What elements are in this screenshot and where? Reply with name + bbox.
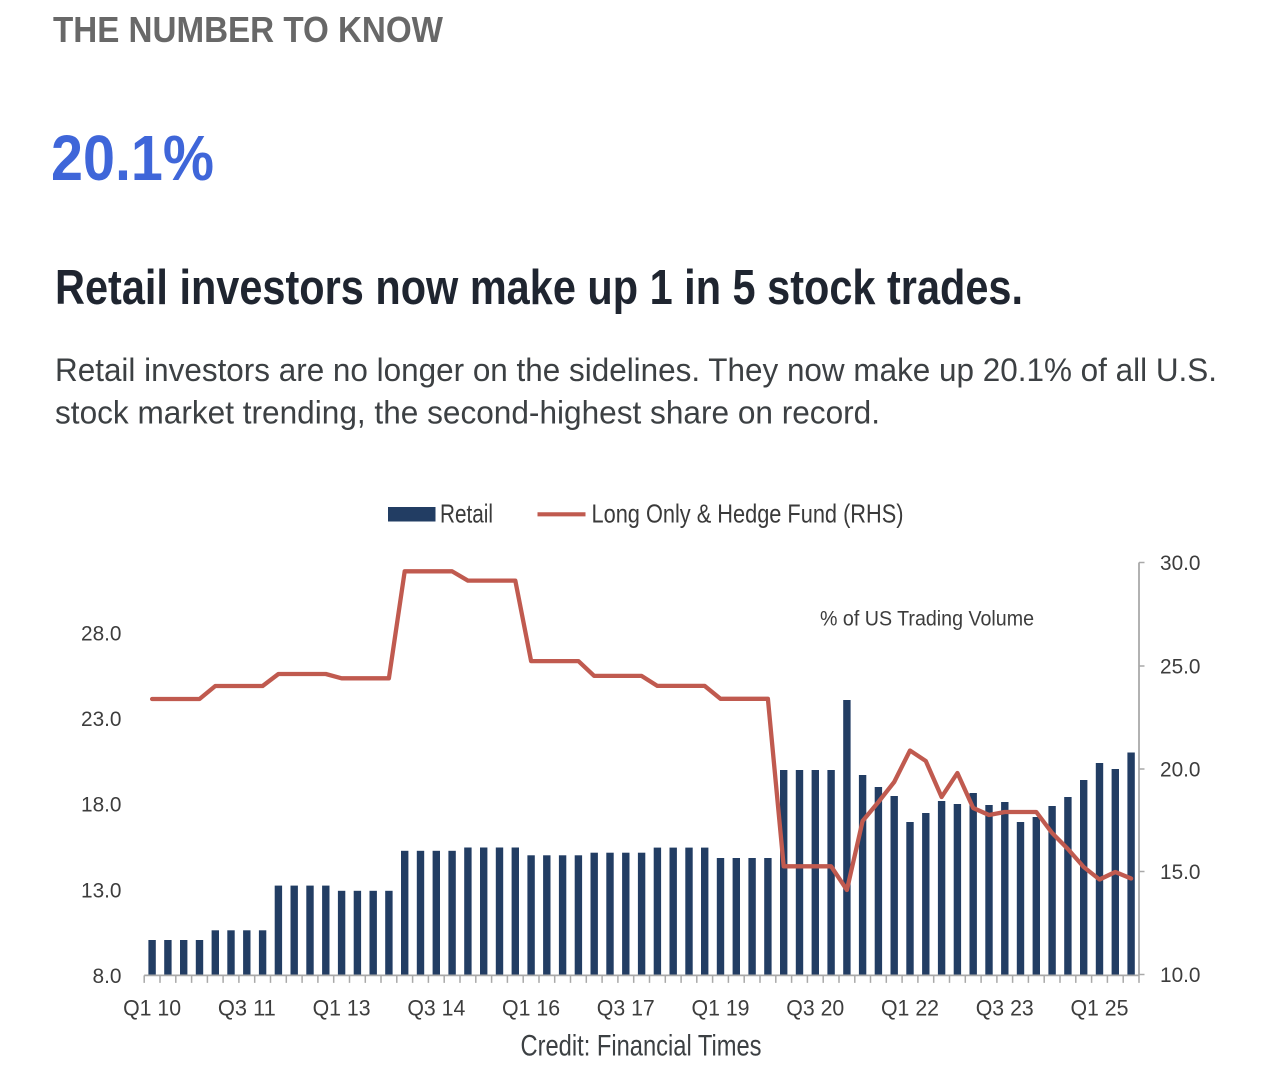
svg-text:Q3 20: Q3 20 xyxy=(786,996,844,1021)
svg-text:Q1 25: Q1 25 xyxy=(1070,996,1128,1021)
svg-text:Q1 13: Q1 13 xyxy=(313,996,371,1021)
svg-text:THE NUMBER TO KNOW: THE NUMBER TO KNOW xyxy=(53,9,443,50)
svg-text:Q3 23: Q3 23 xyxy=(976,996,1034,1021)
svg-text:30.0: 30.0 xyxy=(1160,551,1201,575)
svg-text:15.0: 15.0 xyxy=(1160,860,1201,884)
svg-text:28.0: 28.0 xyxy=(81,622,122,646)
svg-text:18.0: 18.0 xyxy=(81,793,122,817)
svg-text:20.0: 20.0 xyxy=(1160,758,1201,782)
svg-text:Long Only & Hedge Fund (RHS): Long Only & Hedge Fund (RHS) xyxy=(592,499,904,529)
svg-text:stock market trending, the sec: stock market trending, the second-highes… xyxy=(55,395,880,431)
svg-text:20.1%: 20.1% xyxy=(51,122,214,194)
svg-text:8.0: 8.0 xyxy=(93,964,122,988)
svg-text:Retail investors now make up 1: Retail investors now make up 1 in 5 stoc… xyxy=(55,261,1023,315)
svg-text:Retail: Retail xyxy=(440,499,493,529)
svg-text:Q3 14: Q3 14 xyxy=(407,996,465,1021)
svg-text:13.0: 13.0 xyxy=(81,878,122,902)
svg-text:Q1 19: Q1 19 xyxy=(692,996,750,1021)
svg-text:Credit: Financial Times: Credit: Financial Times xyxy=(521,1030,762,1063)
svg-text:Q3 11: Q3 11 xyxy=(218,996,276,1021)
svg-text:10.0: 10.0 xyxy=(1160,963,1201,987)
svg-text:Q1 10: Q1 10 xyxy=(123,996,181,1021)
svg-text:Q3 17: Q3 17 xyxy=(597,996,655,1021)
svg-text:Q1 22: Q1 22 xyxy=(881,996,939,1021)
svg-text:Retail investors are no longer: Retail investors are no longer on the si… xyxy=(55,352,1217,388)
svg-text:Q1 16: Q1 16 xyxy=(502,996,560,1021)
svg-text:23.0: 23.0 xyxy=(81,707,122,731)
svg-text:25.0: 25.0 xyxy=(1160,655,1201,679)
svg-text:% of US Trading Volume: % of US Trading Volume xyxy=(820,607,1034,630)
